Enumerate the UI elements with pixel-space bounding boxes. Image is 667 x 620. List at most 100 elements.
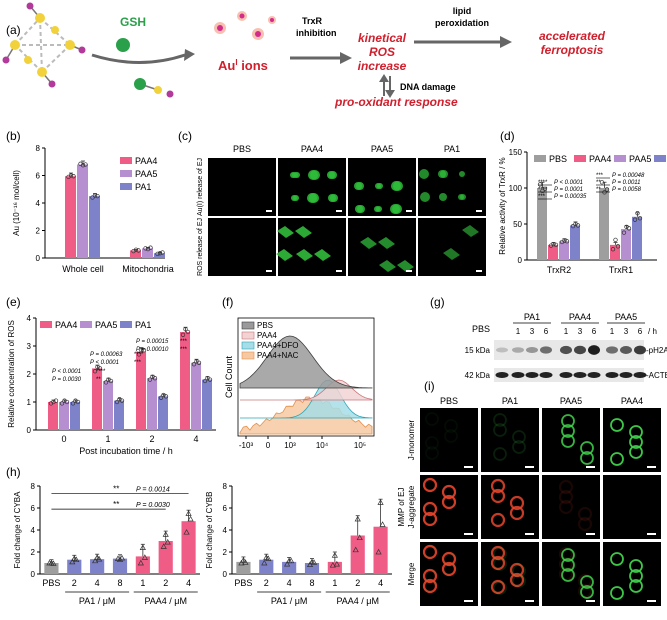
cell-signal: [580, 575, 594, 589]
y-tick-label: 3: [27, 342, 32, 351]
data-point: [53, 398, 59, 403]
column-label: PA1: [502, 396, 518, 406]
data-point: [139, 544, 146, 550]
y-tick-label: 4: [36, 199, 41, 208]
data-point: [207, 377, 213, 382]
scale-bar: [336, 270, 342, 272]
data-point: [632, 217, 638, 222]
time-label: 1: [564, 327, 569, 336]
data-point: [147, 377, 153, 382]
micrograph-tile: [420, 408, 478, 472]
bar: [92, 368, 102, 430]
data-point: [375, 548, 382, 555]
data-point: [75, 399, 81, 405]
cell-signal: [422, 568, 438, 584]
data-point: [185, 510, 192, 516]
x-tick-label: 0: [61, 434, 66, 444]
scale-bar: [266, 210, 272, 212]
bar: [548, 244, 558, 260]
thiol-product-icon: [134, 78, 174, 98]
significance-stars: ****: [134, 352, 144, 358]
mw-label: 15 kDa: [465, 346, 491, 355]
group-label: PAA4 / μM: [336, 596, 379, 606]
legend-swatch: [241, 341, 255, 350]
data-point: [157, 251, 163, 256]
cell-signal: [610, 418, 624, 432]
y-tick-label: 2: [27, 370, 32, 379]
significance-stars: ***: [134, 360, 142, 366]
band-actb: [559, 372, 573, 378]
x-axis-label: Post incubation time / h: [79, 446, 173, 456]
scale-bar: [464, 600, 473, 602]
cell-signal: [580, 441, 594, 455]
y-axis-label: Fold change of CYBA: [13, 491, 22, 569]
y-tick-label: 1: [27, 398, 32, 407]
bar: [44, 563, 59, 574]
cluster-molecule-icon: [2, 2, 86, 88]
band-ph2ax: [560, 345, 572, 355]
cell-signal: [290, 172, 296, 178]
bar: [59, 402, 69, 430]
y-tick-label: 2: [223, 548, 228, 557]
bar: [181, 521, 196, 574]
micrograph-tile: [208, 218, 276, 276]
bar: [114, 400, 124, 430]
y-tick-label: 50: [513, 220, 522, 229]
data-point: [284, 560, 291, 567]
histogram-paa4-dfo: [240, 379, 373, 419]
cell-signal: [493, 413, 507, 427]
dna-damage-label: DNA damage: [400, 82, 456, 92]
data-point: [136, 248, 141, 253]
bar: [67, 559, 82, 574]
scale-bar: [586, 600, 595, 602]
bar: [559, 241, 569, 260]
ros-label: ROS: [369, 45, 395, 59]
row-label: Merge: [407, 562, 416, 585]
x-tick-label: 4: [193, 434, 198, 444]
bar: [158, 396, 168, 430]
data-point: [103, 380, 109, 385]
cell-signal: [512, 440, 526, 454]
data-point: [331, 552, 338, 558]
group-label: PAA4: [569, 312, 591, 322]
panel-label-f: (f): [222, 295, 233, 309]
data-point: [604, 187, 610, 192]
panel-label-d: (d): [500, 129, 515, 143]
scale-bar: [525, 600, 534, 602]
p-value: P = 0.00015: [136, 339, 169, 345]
band-actb: [573, 372, 587, 378]
data-point: [540, 188, 545, 194]
data-point: [562, 238, 567, 243]
histogram-pbs: [239, 335, 373, 389]
data-point: [162, 531, 169, 537]
cell-signal: [490, 488, 506, 504]
micrograph-grid-c: PBS PAA4 PAA5 PA1 Au(I) release of EJ ROS rel…: [197, 144, 486, 276]
bar: [570, 225, 580, 260]
cell-signal: [307, 193, 317, 203]
x-tick-label: 10⁵: [354, 441, 366, 450]
cell-signal: [610, 452, 624, 466]
data-point: [163, 394, 169, 399]
micrograph-tile: [481, 408, 539, 472]
legend-label: PA1: [135, 320, 151, 330]
band-ph2ax: [634, 345, 646, 355]
chart-flow-cytometry: -10³ 0 10³ 10⁴ 10⁵ Cell Count PBSPAA4PAA4+DFOP…: [224, 317, 375, 450]
p-value: P = 0.00010: [136, 347, 169, 353]
cell-signal: [378, 237, 395, 249]
cell-signal: [512, 430, 526, 444]
y-tick-label: 8: [36, 144, 41, 153]
p-value: P = 0.0014: [136, 487, 170, 494]
row-label: Au(I) release of EJ: [197, 158, 204, 216]
cell-signal: [561, 424, 575, 438]
legend-swatch: [614, 155, 626, 162]
data-point: [333, 560, 340, 567]
significance-stars: **: [596, 187, 601, 193]
data-point: [133, 247, 139, 252]
data-point: [68, 173, 74, 178]
legend-swatch: [654, 155, 666, 162]
cell-signal: [354, 182, 362, 190]
bar: [112, 558, 128, 574]
mw-label: 42 kDa: [465, 371, 491, 380]
data-point: [141, 554, 148, 560]
